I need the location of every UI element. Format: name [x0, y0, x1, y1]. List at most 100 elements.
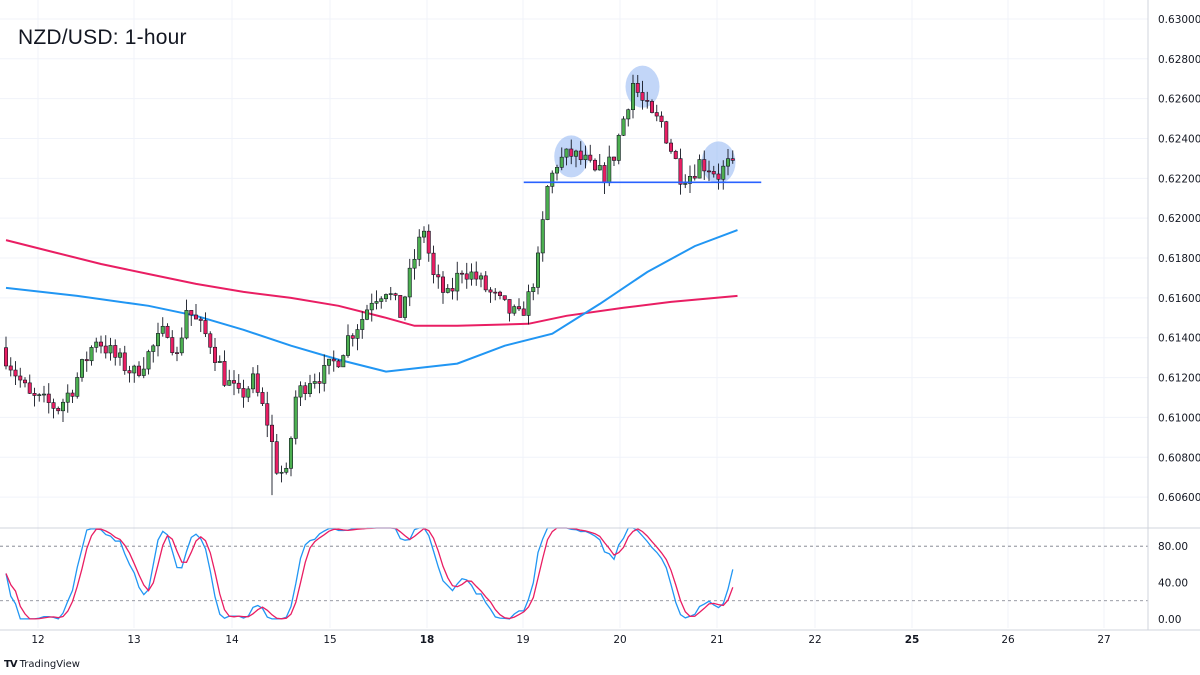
candle-body: [730, 158, 735, 161]
candle: [99, 335, 104, 354]
candle: [284, 462, 289, 475]
candle: [336, 359, 341, 368]
time-tick-label: 20: [613, 634, 626, 646]
time-tick-label: 15: [323, 634, 336, 646]
candle: [393, 292, 398, 301]
candle-body: [307, 383, 312, 394]
candle: [103, 335, 108, 359]
candle-body: [127, 370, 132, 374]
candle: [526, 284, 531, 325]
candle-body: [227, 380, 232, 386]
candle-body: [198, 318, 203, 321]
candle: [227, 369, 232, 386]
candle-body: [341, 355, 346, 368]
candle: [398, 295, 403, 318]
candle: [369, 293, 374, 322]
candle: [654, 104, 659, 122]
candle: [421, 226, 426, 244]
candle: [702, 150, 707, 180]
candle: [127, 365, 132, 383]
candle-body: [255, 373, 260, 393]
candle-body: [398, 295, 403, 318]
candle-body: [298, 385, 303, 398]
candle: [531, 283, 536, 301]
candle-body: [592, 159, 597, 171]
candle: [303, 382, 308, 401]
candle: [208, 331, 213, 354]
osc-fast-line: [5, 527, 734, 620]
candle: [13, 361, 18, 386]
candle-body: [417, 236, 422, 260]
candle: [711, 165, 716, 178]
candle: [564, 148, 569, 166]
price-tick-label: 0.60800: [1158, 452, 1200, 464]
candle-body: [156, 333, 161, 347]
candle: [255, 365, 260, 397]
candle: [46, 383, 51, 414]
candle: [80, 358, 85, 382]
candle: [56, 406, 61, 415]
candle-body: [89, 347, 94, 362]
candle-body: [208, 333, 213, 348]
candle-body: [673, 151, 678, 159]
candle-body: [70, 392, 75, 397]
candle: [132, 364, 137, 383]
candle: [630, 74, 635, 119]
candle: [94, 337, 99, 353]
candle-body: [322, 365, 327, 384]
candle: [697, 154, 702, 179]
time-tick-label: 13: [127, 634, 140, 646]
candle-body: [607, 156, 612, 184]
candle: [721, 160, 726, 190]
osc-tick-label: 40.00: [1158, 578, 1188, 590]
candle: [156, 322, 161, 357]
candle: [668, 138, 673, 154]
candle-body: [431, 252, 436, 275]
candle: [141, 357, 146, 379]
candle: [32, 387, 37, 407]
axes: 0.63000 0.62800 0.62600 0.62400 0.62200 0.620…: [0, 0, 1200, 646]
candle-body: [383, 294, 388, 300]
candle: [137, 361, 142, 378]
candle-body: [659, 115, 664, 122]
candle-body: [122, 352, 127, 371]
candle-body: [246, 388, 251, 398]
time-tick-label: 22: [808, 634, 821, 646]
candle: [41, 385, 46, 403]
candle-body: [407, 267, 412, 298]
candle: [184, 299, 189, 340]
candle: [407, 258, 412, 307]
candle: [436, 264, 441, 289]
candle: [673, 149, 678, 160]
candle-body: [569, 148, 574, 157]
candle: [493, 288, 498, 301]
candle-body: [326, 358, 331, 366]
candle-body: [692, 175, 697, 179]
candle-body: [108, 345, 113, 354]
candle-body: [564, 148, 569, 158]
candle: [70, 389, 75, 404]
candle: [559, 147, 564, 171]
candle: [450, 277, 455, 300]
candle: [27, 374, 32, 394]
tradingview-brand[interactable]: TV TradingView: [4, 659, 80, 670]
candle: [573, 149, 578, 168]
price-tick-label: 0.61600: [1158, 293, 1200, 305]
candle-body: [621, 118, 626, 136]
candle: [75, 372, 80, 399]
candle: [326, 358, 331, 375]
price-tick-label: 0.60600: [1158, 492, 1200, 504]
oscillator-pane: [0, 527, 1148, 620]
candle-body: [146, 351, 151, 370]
candle-body: [702, 159, 707, 172]
candle-body: [41, 393, 46, 396]
candle: [597, 153, 602, 171]
candle: [545, 185, 550, 221]
candle-body: [459, 272, 464, 275]
candle-body: [113, 345, 118, 358]
candle: [307, 374, 312, 398]
candle-body: [13, 369, 18, 377]
candle-body: [516, 306, 521, 310]
